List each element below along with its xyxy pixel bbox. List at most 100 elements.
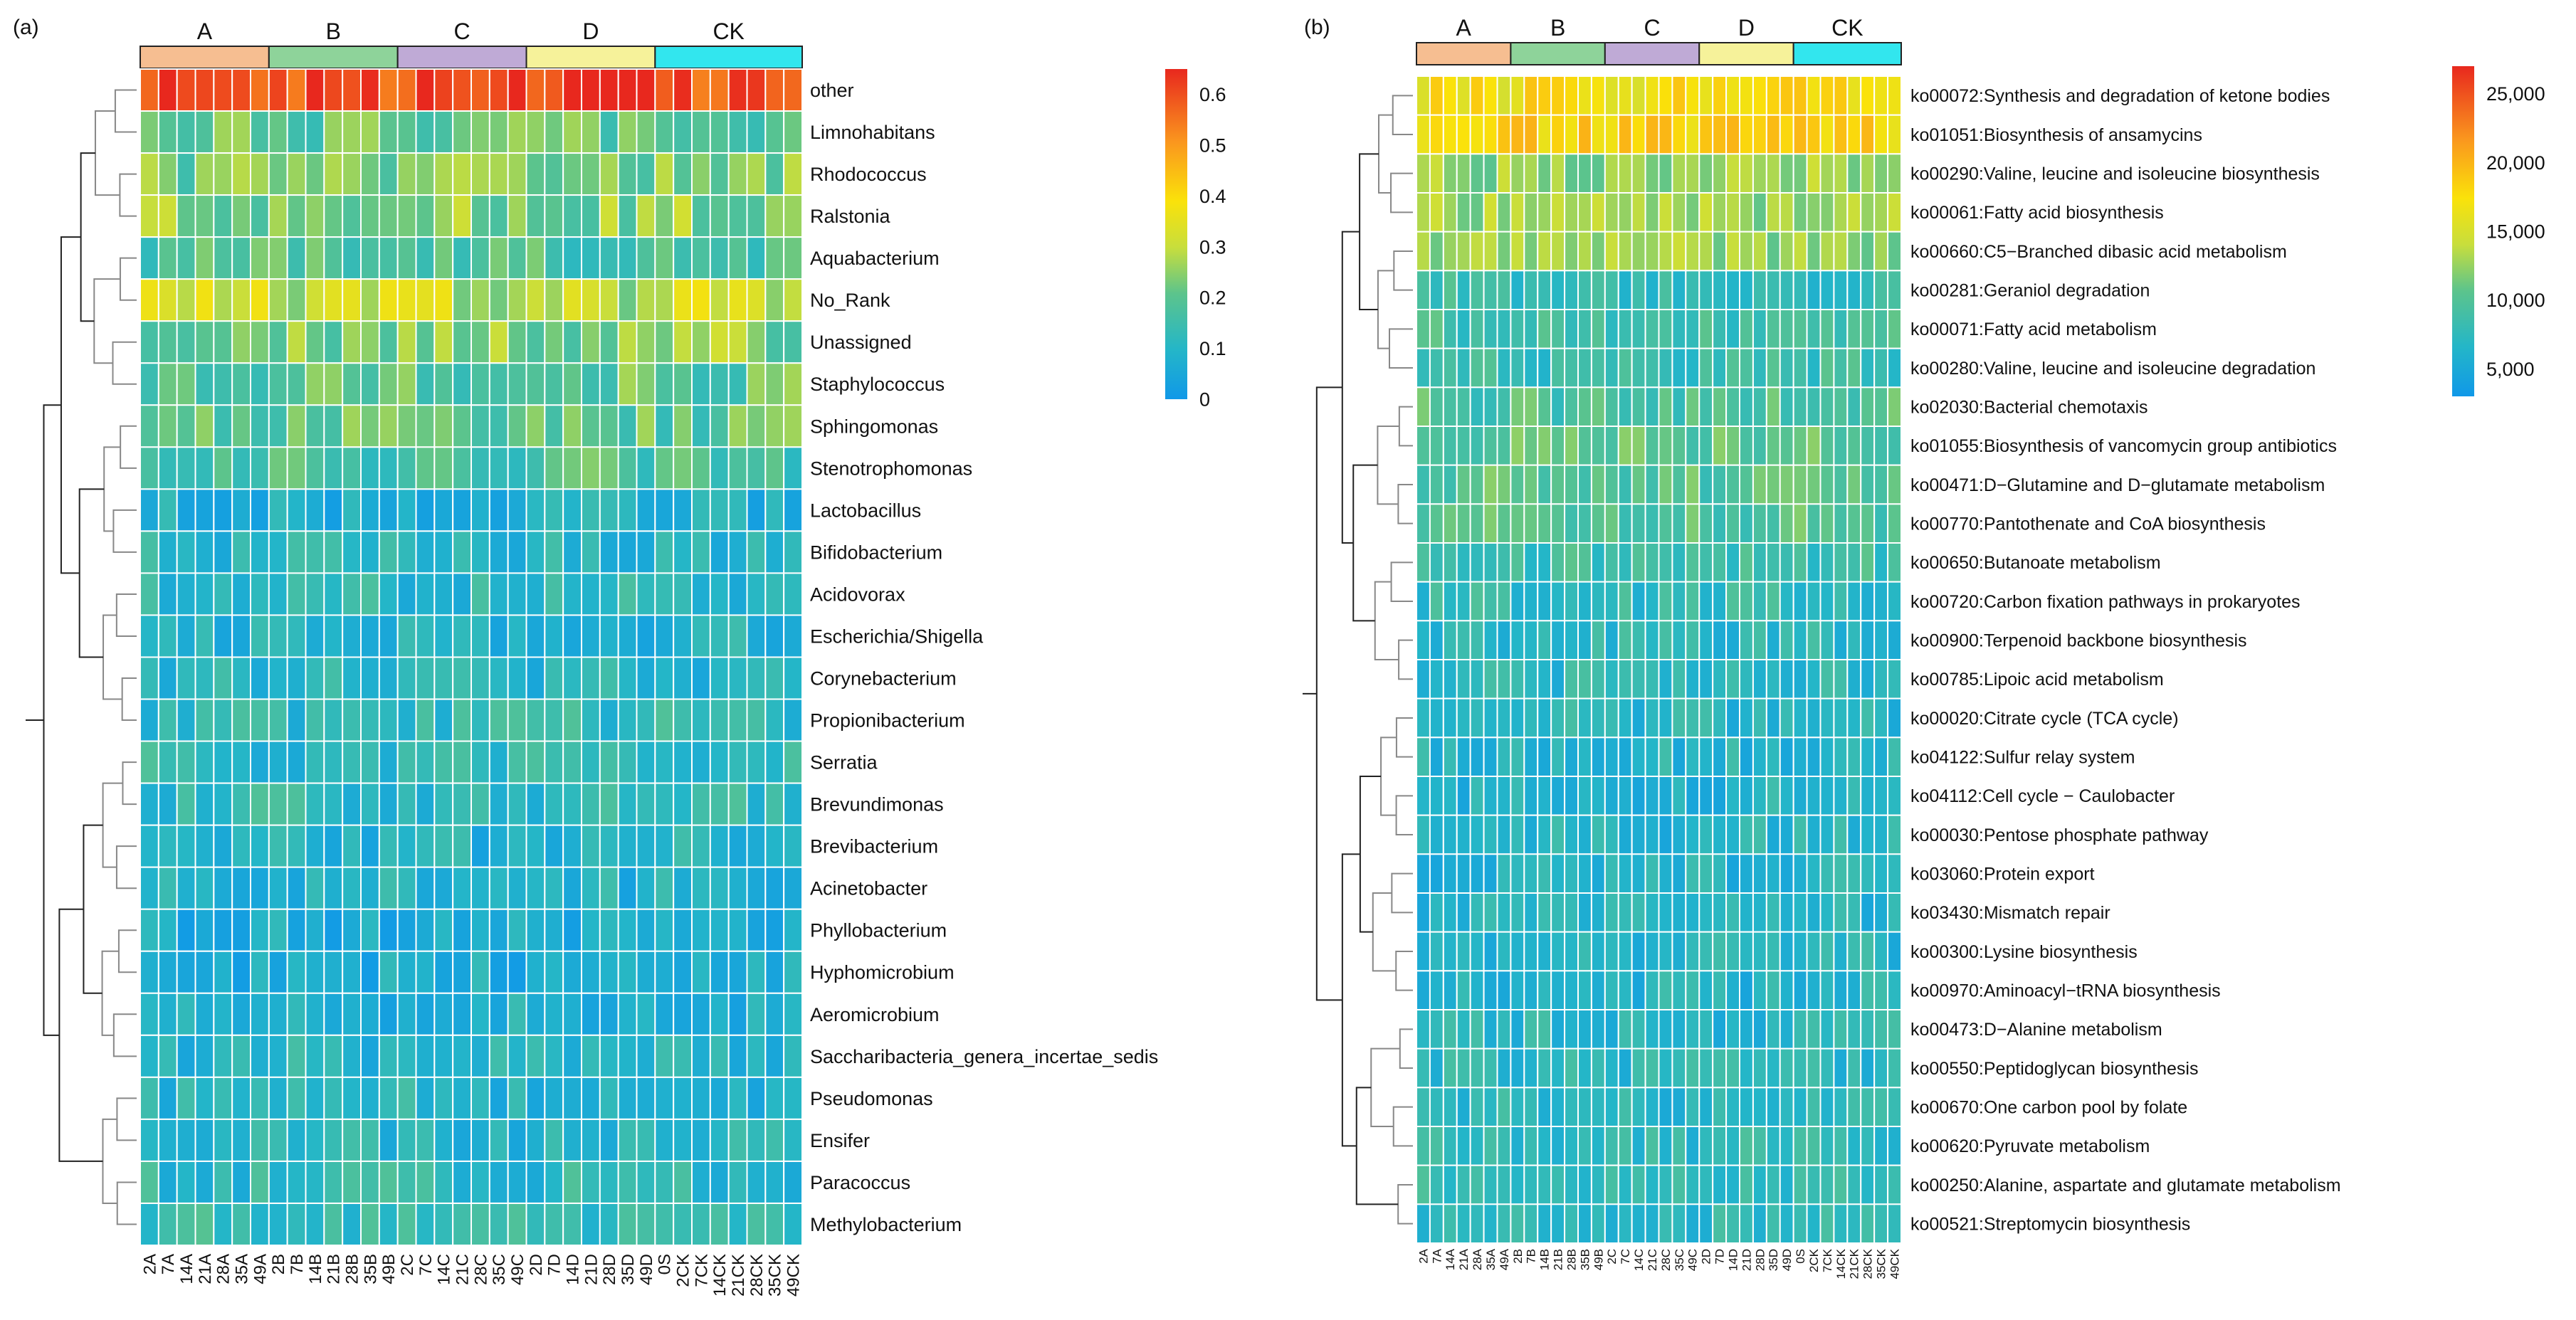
heatmap-cell bbox=[1712, 581, 1728, 622]
heatmap-cell bbox=[1442, 697, 1458, 739]
heatmap-cell bbox=[1429, 853, 1444, 894]
heatmap-cell bbox=[1698, 464, 1714, 505]
heatmap-cell bbox=[1456, 192, 1471, 233]
heatmap-cell bbox=[1725, 270, 1740, 311]
heatmap-cell bbox=[1429, 192, 1444, 233]
heatmap-cell bbox=[562, 614, 583, 658]
heatmap-cell bbox=[250, 908, 270, 952]
heatmap-cell bbox=[1887, 231, 1902, 272]
dendrogram-branch bbox=[1341, 853, 1360, 1147]
heatmap-cell bbox=[1752, 1009, 1767, 1050]
heatmap-cell bbox=[342, 194, 362, 238]
heatmap-cell bbox=[286, 866, 307, 910]
heatmap-cell bbox=[360, 1160, 380, 1204]
heatmap-cell bbox=[562, 152, 583, 196]
heatmap-cell bbox=[250, 614, 270, 658]
row-label: ko00061:Fatty acid biosynthesis bbox=[1910, 203, 2164, 223]
heatmap-cell bbox=[1739, 1164, 1754, 1205]
heatmap-cell bbox=[1806, 426, 1821, 466]
heatmap-cell bbox=[1416, 736, 1431, 778]
heatmap-cell bbox=[1617, 892, 1633, 933]
heatmap-cell bbox=[1792, 192, 1808, 233]
heatmap-cell bbox=[1416, 620, 1431, 660]
heatmap-cell bbox=[783, 278, 803, 322]
heatmap-cell bbox=[1833, 464, 1849, 505]
heatmap-cell bbox=[1644, 581, 1660, 622]
heatmap-cell bbox=[1712, 659, 1728, 699]
heatmap-cell bbox=[268, 572, 288, 616]
heatmap-cell bbox=[140, 236, 159, 280]
heatmap-cell bbox=[1537, 1164, 1552, 1205]
heatmap-cell bbox=[1846, 1009, 1862, 1050]
heatmap-cell bbox=[194, 614, 215, 658]
heatmap-cell bbox=[1496, 892, 1512, 933]
heatmap-cell bbox=[1523, 542, 1539, 583]
column-label: 28C bbox=[471, 1254, 490, 1285]
heatmap-cell bbox=[1712, 814, 1728, 855]
heatmap-cell bbox=[140, 782, 159, 826]
heatmap-cell bbox=[1819, 970, 1835, 1011]
heatmap-cell bbox=[396, 1160, 417, 1204]
heatmap-cell bbox=[396, 824, 417, 868]
heatmap-cell bbox=[1617, 1009, 1633, 1050]
heatmap-cell bbox=[1712, 736, 1728, 778]
heatmap-cell bbox=[1429, 931, 1444, 972]
heatmap-cell bbox=[1779, 464, 1794, 505]
heatmap-cell bbox=[213, 278, 233, 322]
heatmap-cell bbox=[1887, 1164, 1902, 1205]
heatmap-cell bbox=[194, 992, 215, 1036]
heatmap-cell bbox=[360, 320, 380, 364]
heatmap-cell bbox=[1644, 776, 1660, 816]
heatmap-cell bbox=[378, 1118, 399, 1162]
heatmap-cell bbox=[673, 824, 693, 868]
heatmap-cell bbox=[1590, 347, 1606, 389]
heatmap-cell bbox=[1442, 75, 1458, 116]
heatmap-cell bbox=[1725, 1009, 1740, 1050]
heatmap-cell bbox=[1725, 853, 1740, 894]
heatmap-cell bbox=[507, 782, 527, 826]
heatmap-cell bbox=[1806, 620, 1821, 660]
heatmap-cell bbox=[1873, 620, 1889, 660]
heatmap-cell bbox=[176, 320, 196, 364]
heatmap-cell bbox=[1590, 192, 1606, 233]
heatmap-cell bbox=[1698, 931, 1714, 972]
heatmap-cell bbox=[764, 194, 785, 238]
heatmap-cell bbox=[1779, 1087, 1794, 1128]
heatmap-cell bbox=[268, 362, 288, 406]
heatmap-cell bbox=[1537, 853, 1552, 894]
heatmap-cell bbox=[1590, 1087, 1606, 1128]
heatmap-cell bbox=[691, 614, 711, 658]
colorbar bbox=[1165, 69, 1187, 399]
heatmap-cell bbox=[1685, 270, 1700, 311]
heatmap-cell bbox=[1617, 581, 1633, 622]
heatmap-cell bbox=[1725, 1164, 1740, 1205]
heatmap-cell bbox=[1537, 1087, 1552, 1128]
heatmap-cell bbox=[1819, 1087, 1835, 1128]
heatmap-cell bbox=[470, 446, 490, 490]
heatmap-cell bbox=[1671, 426, 1687, 466]
heatmap-cell bbox=[507, 446, 527, 490]
heatmap-cell bbox=[1416, 270, 1431, 311]
column-label: 2D bbox=[1700, 1249, 1713, 1264]
heatmap-cell bbox=[194, 194, 215, 238]
heatmap-cell bbox=[415, 1076, 436, 1120]
heatmap-cell bbox=[1752, 1087, 1767, 1128]
heatmap-cell bbox=[1590, 270, 1606, 311]
group-bar-d bbox=[1698, 42, 1794, 65]
heatmap-cell bbox=[415, 110, 436, 154]
heatmap-cell bbox=[1644, 426, 1660, 466]
heatmap-cell bbox=[1550, 853, 1566, 894]
heatmap-cell bbox=[525, 110, 546, 154]
colorbar-tick-label: 0.2 bbox=[1199, 287, 1226, 309]
heatmap-cell bbox=[617, 782, 638, 826]
heatmap-cell bbox=[1523, 464, 1539, 505]
heatmap-cell bbox=[176, 950, 196, 994]
heatmap-cell bbox=[1698, 1009, 1714, 1050]
heatmap-cell bbox=[599, 236, 619, 280]
heatmap-cell bbox=[1725, 736, 1740, 778]
heatmap-cell bbox=[764, 824, 785, 868]
heatmap-cell bbox=[1550, 1203, 1566, 1245]
heatmap-cell bbox=[709, 362, 730, 406]
heatmap-cell bbox=[1429, 503, 1444, 544]
heatmap-cell bbox=[433, 656, 454, 700]
